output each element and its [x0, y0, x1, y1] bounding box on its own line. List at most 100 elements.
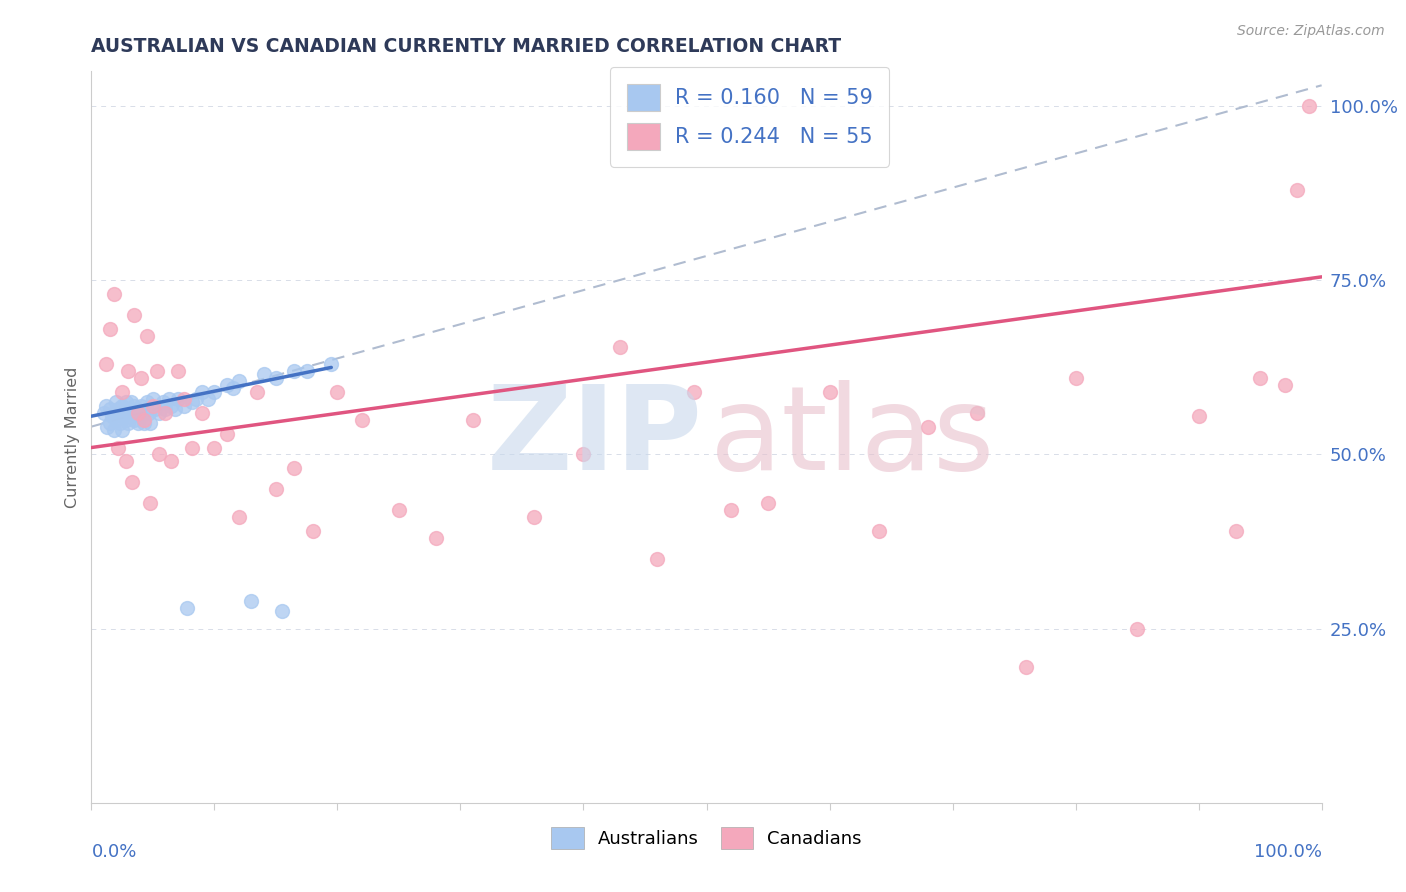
Point [609, 339, 631, 353]
Point [163, 402, 186, 417]
Point [173, 392, 195, 406]
Point [117, 364, 139, 378]
Point [966, 406, 988, 420]
Point [93, 406, 115, 420]
Point [166, 364, 188, 378]
Point [139, 496, 162, 510]
Point [176, 600, 198, 615]
Point [127, 416, 149, 430]
Point [1285, 183, 1308, 197]
Text: atlas: atlas [710, 380, 995, 494]
Point [756, 496, 779, 510]
Point [107, 402, 129, 417]
Point [148, 406, 170, 420]
Point [222, 381, 245, 395]
Y-axis label: Currently Married: Currently Married [65, 367, 80, 508]
Point [264, 371, 287, 385]
Point [1126, 622, 1149, 636]
Point [202, 384, 225, 399]
Point [145, 402, 166, 417]
Point [129, 371, 152, 385]
Point [1064, 371, 1087, 385]
Point [132, 406, 155, 420]
Point [135, 395, 157, 409]
Point [114, 454, 138, 468]
Point [120, 395, 142, 409]
Text: AUSTRALIAN VS CANADIAN CURRENTLY MARRIED CORRELATION CHART: AUSTRALIAN VS CANADIAN CURRENTLY MARRIED… [91, 37, 842, 56]
Point [228, 375, 250, 389]
Point [1298, 99, 1320, 113]
Point [917, 419, 939, 434]
Point [134, 412, 156, 426]
Point [121, 475, 143, 490]
Text: Source: ZipAtlas.com: Source: ZipAtlas.com [1237, 24, 1385, 38]
Point [125, 402, 148, 417]
Point [129, 409, 152, 424]
Point [1187, 409, 1209, 424]
Point [271, 604, 294, 618]
Point [228, 510, 250, 524]
Point [114, 395, 138, 409]
Text: 0.0%: 0.0% [91, 843, 136, 861]
Point [98, 322, 121, 336]
Point [96, 419, 118, 434]
Point [148, 448, 170, 462]
Point [352, 412, 374, 426]
Point [301, 524, 323, 538]
Point [127, 406, 149, 420]
Point [215, 377, 238, 392]
Point [124, 308, 146, 322]
Point [142, 399, 165, 413]
Point [138, 406, 160, 420]
Point [166, 392, 188, 406]
Point [105, 412, 127, 426]
Point [111, 409, 134, 424]
Point [111, 423, 134, 437]
Point [184, 392, 207, 406]
Point [152, 395, 174, 409]
Point [160, 399, 183, 413]
Point [181, 395, 204, 409]
Point [202, 441, 225, 455]
Point [215, 426, 238, 441]
Point [818, 384, 841, 399]
Point [283, 461, 305, 475]
Legend: Australians, Canadians: Australians, Canadians [544, 820, 869, 856]
Point [105, 395, 127, 409]
Point [246, 384, 269, 399]
Point [1015, 660, 1038, 674]
Point [98, 416, 121, 430]
Point [153, 402, 177, 417]
Point [142, 392, 165, 406]
Point [96, 357, 117, 371]
Point [523, 510, 546, 524]
Point [103, 423, 125, 437]
Point [111, 384, 134, 399]
Point [1274, 377, 1296, 392]
Point [461, 412, 484, 426]
Point [197, 392, 219, 406]
Point [283, 364, 305, 378]
Point [240, 594, 263, 608]
Point [145, 364, 167, 378]
Point [253, 368, 276, 382]
Point [124, 412, 146, 426]
Point [129, 399, 152, 413]
Point [425, 531, 447, 545]
Point [191, 384, 214, 399]
Text: 100.0%: 100.0% [1254, 843, 1322, 861]
Point [98, 402, 121, 417]
Point [103, 406, 125, 420]
Point [264, 483, 287, 497]
Point [388, 503, 411, 517]
Point [117, 402, 139, 417]
Point [103, 287, 125, 301]
Point [720, 503, 742, 517]
Point [683, 384, 706, 399]
Point [160, 454, 183, 468]
Point [134, 416, 156, 430]
Point [117, 416, 139, 430]
Point [96, 399, 117, 413]
Point [111, 399, 134, 413]
Point [114, 406, 136, 420]
